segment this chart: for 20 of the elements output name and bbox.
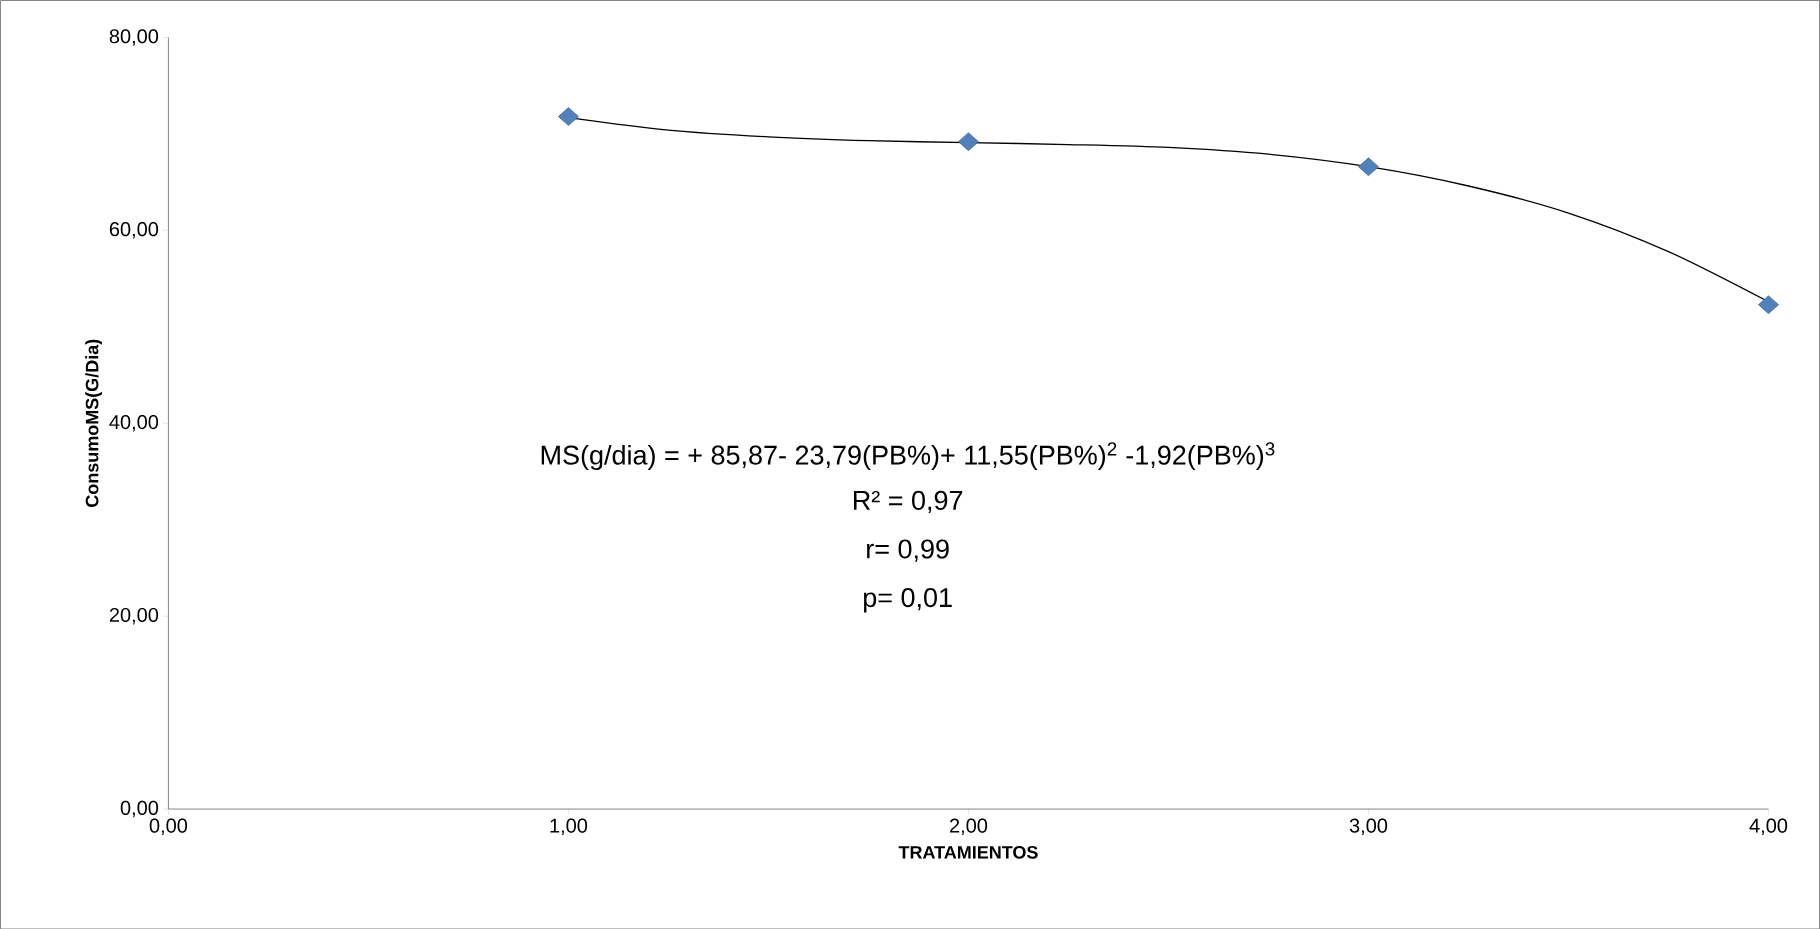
y-tick-label: 40,00 [109,414,159,432]
annotation: r= 0,99 [867,539,949,562]
y-tick-label: 60,00 [109,221,159,239]
annotation: p= 0,01 [864,587,952,613]
y-tick-label: 80,00 [109,28,159,46]
y-tick-label: 0,00 [120,800,159,818]
x-tick-label: 1,00 [550,818,588,835]
y-tick-label: 20,00 [109,607,159,625]
y-axis-title: ConsumoMS(G/Dia) [85,339,102,507]
x-tick-label: 4,00 [1749,818,1788,835]
x-tick-label: 3,00 [1349,818,1388,835]
point [558,107,579,126]
x-tick-label: 0,00 [149,818,188,835]
point [1758,295,1779,314]
point [958,132,979,151]
x-axis-title: TRATAMIENTOS [898,845,1038,859]
annotation: R² = 0,97 [854,490,963,513]
annotation: MS(g/dia) = + 85,87- 23,79(PB%)+ 11,55(PB%)$^{2}$ -1,92(PB%)$^{3}$ [541,442,1275,470]
point [1358,157,1379,176]
x-tick-label: 2,00 [950,818,988,835]
